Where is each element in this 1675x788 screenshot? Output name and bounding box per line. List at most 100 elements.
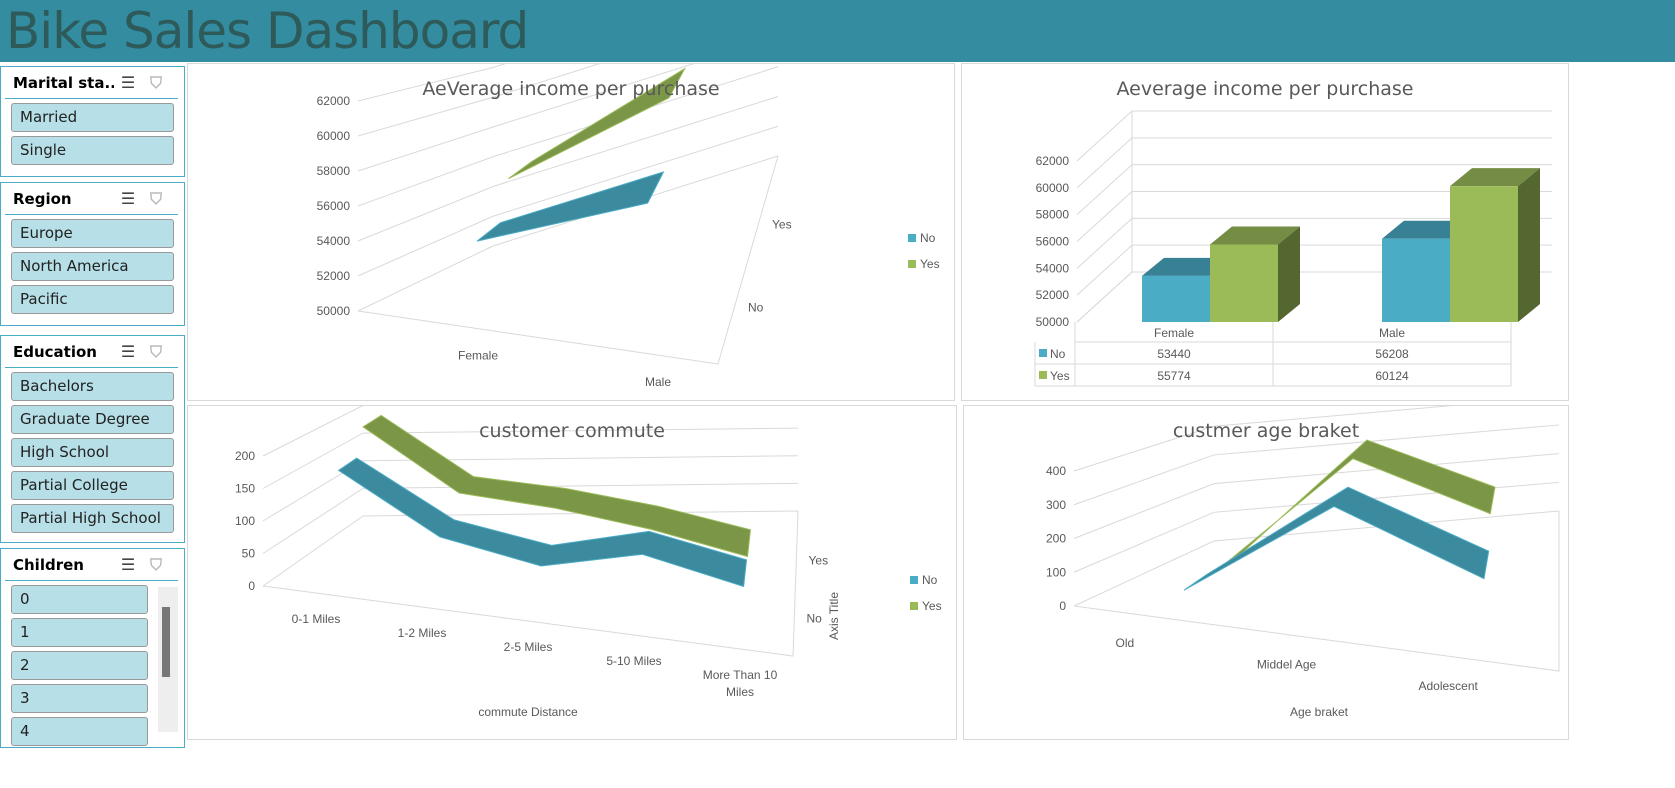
y-tick-label: 100 <box>1046 565 1066 579</box>
clear-filter-icon[interactable]: ⛉ <box>149 188 162 208</box>
floor-axis <box>262 510 799 657</box>
y-tick-label: 150 <box>235 482 255 496</box>
dashboard-title: Bike Sales Dashboard <box>6 2 529 60</box>
chart-commute[interactable]: customer commute 0 50 100 150 200 0-1 Miles 1-2… <box>187 400 957 740</box>
table-header: Male <box>1379 326 1405 340</box>
slicer-marital-sta-: Marital sta... ☰ ⛉ Married Single <box>0 66 185 177</box>
multi-select-icon[interactable]: ☰ <box>120 555 136 574</box>
bar-top <box>1382 220 1472 239</box>
x-tick-label: 1-2 Miles <box>398 626 447 640</box>
y-tick-label: 60000 <box>1036 181 1070 195</box>
bar-side <box>1518 168 1540 322</box>
y-tick-label: 56000 <box>1036 235 1070 249</box>
multi-select-icon[interactable]: ☰ <box>120 189 136 208</box>
table-header: Female <box>1154 326 1194 340</box>
gridline <box>357 96 779 242</box>
x-tick-label: Middel Age <box>1257 658 1317 672</box>
chart-income-line[interactable]: AeVerage income per purchase 50000 52000 54… <box>187 0 955 401</box>
x-tick-label: More Than 10 <box>703 668 778 682</box>
y-tick-label: 50000 <box>1036 315 1070 329</box>
series-ribbon-no <box>337 457 748 588</box>
gridline <box>1073 453 1560 539</box>
slicer-item[interactable]: 3 <box>11 684 148 713</box>
gridline <box>262 455 799 522</box>
y-tick-label: 300 <box>1046 498 1066 512</box>
series-ribbon-yes <box>508 67 687 180</box>
clear-filter-icon[interactable]: ⛉ <box>149 341 162 361</box>
slicer-title: Marital sta... <box>13 73 114 92</box>
y-tick-label: 62000 <box>1036 154 1070 168</box>
gridline <box>1076 191 1552 242</box>
x-tick-label: Old <box>1115 636 1134 650</box>
floor-axis <box>1073 511 1560 672</box>
y-tick-label: 54000 <box>317 234 351 248</box>
y-tick-label: 52000 <box>317 269 351 283</box>
legend-label: No <box>920 231 936 245</box>
slicer-item[interactable]: 2 <box>11 651 148 680</box>
gridline <box>1076 164 1552 216</box>
scrollbar-thumb[interactable] <box>162 607 170 677</box>
gridline <box>262 482 799 554</box>
slicer-item[interactable]: 0 <box>11 585 148 614</box>
gridline <box>1076 110 1552 162</box>
legend-swatch <box>910 602 918 610</box>
bar-top <box>1210 226 1300 245</box>
bar-top <box>1142 257 1232 276</box>
slicer-item[interactable]: Pacific <box>11 285 174 314</box>
y-tick-label: 58000 <box>317 164 351 178</box>
y-tick-label: 52000 <box>1036 288 1070 302</box>
y-tick-label: 60000 <box>317 129 351 143</box>
y-tick-label: 0 <box>248 579 255 593</box>
slicer-item[interactable]: Europe <box>11 219 174 248</box>
y-tick-label: 400 <box>1046 464 1066 478</box>
chart-income-bar[interactable]: Aeverage income per purchase 50000 52000 54… <box>961 63 1569 401</box>
slicer-item[interactable]: North America <box>11 252 174 281</box>
slicer-item[interactable]: Married <box>11 103 174 132</box>
bar-no <box>1382 238 1450 322</box>
clear-filter-icon[interactable]: ⛉ <box>149 72 162 92</box>
chart-title: custmer age braket <box>1172 420 1360 442</box>
legend-swatch <box>910 576 918 584</box>
multi-select-icon[interactable]: ☰ <box>120 342 136 361</box>
gridline <box>1073 510 1560 607</box>
gridline <box>1073 395 1560 472</box>
slicer-item[interactable]: 1 <box>11 618 148 647</box>
y-tick-label: 58000 <box>1036 208 1070 222</box>
y-tick-label: 200 <box>235 449 255 463</box>
dashboard-header: Bike Sales Dashboard <box>0 0 1675 62</box>
slicer-item[interactable]: Graduate Degree <box>11 405 174 434</box>
slicer-item[interactable]: Single <box>11 136 174 165</box>
slicer-item[interactable]: Bachelors <box>11 372 174 401</box>
bar-yes <box>1450 186 1518 322</box>
gridline <box>1076 217 1552 269</box>
slicer-item[interactable]: High School <box>11 438 174 467</box>
gridline <box>357 125 779 277</box>
bar-no <box>1142 275 1210 322</box>
depth-label: No <box>748 301 764 315</box>
x-tick-label: Male <box>645 375 671 389</box>
slicer-item[interactable]: Partial College <box>11 471 174 500</box>
depth-label: Yes <box>809 554 829 568</box>
y-tick-label: 0 <box>1059 599 1066 613</box>
scrollbar[interactable] <box>158 587 178 732</box>
table-cell: 53440 <box>1157 347 1191 361</box>
depth-label: No <box>807 612 823 626</box>
series-ribbon-no <box>1183 486 1490 591</box>
y-tick-label: 50 <box>242 547 256 561</box>
gridline <box>357 155 779 312</box>
y-tick-label: 54000 <box>1036 261 1070 275</box>
clear-filter-icon[interactable]: ⛉ <box>149 554 162 574</box>
slicer-item[interactable]: Partial High School <box>11 504 174 533</box>
legend-label: No <box>922 573 938 587</box>
x-tick-label: Female <box>458 348 498 362</box>
x-tick-label: Miles <box>726 685 754 699</box>
y-tick-label: 100 <box>235 514 255 528</box>
slicer-region: Region ☰ ⛉ Europe North America Pacific <box>0 182 185 326</box>
table-cell: 55774 <box>1157 369 1191 383</box>
chart-age-bracket[interactable]: custmer age braket 0 100 200 300 400 Old Middel… <box>963 395 1569 740</box>
table-cell: 56208 <box>1375 347 1409 361</box>
chart-title: Aeverage income per purchase <box>1116 78 1414 100</box>
slicer-item[interactable]: 4 <box>11 717 148 746</box>
multi-select-icon[interactable]: ☰ <box>120 73 136 92</box>
x-tick-label: 2-5 Miles <box>504 640 553 654</box>
